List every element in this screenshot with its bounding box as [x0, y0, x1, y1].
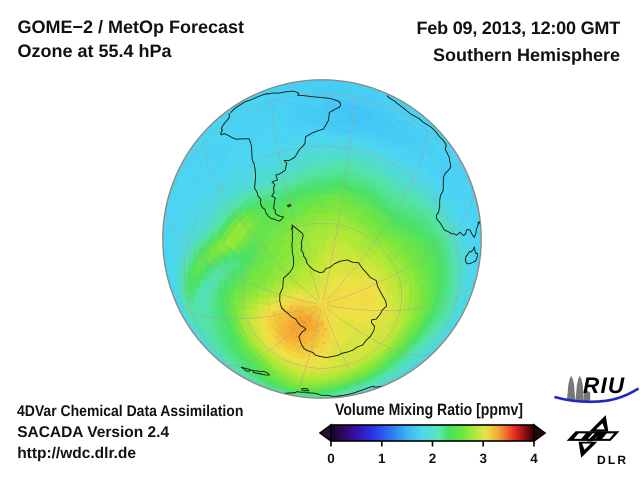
- svg-text:RIU: RIU: [583, 373, 625, 398]
- svg-text:DLR: DLR: [597, 453, 628, 467]
